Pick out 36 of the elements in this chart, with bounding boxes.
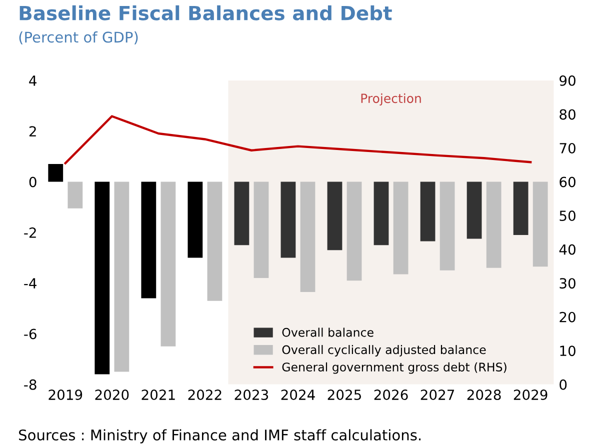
- y2-tick-label: 80: [560, 109, 576, 120]
- y-tick-label: -8: [24, 379, 36, 390]
- y-tick-label: 4: [29, 76, 36, 86]
- x-tick-label: 2028: [467, 390, 501, 400]
- x-tick-label: 2020: [95, 390, 129, 400]
- x-tick-label: 2021: [142, 390, 175, 400]
- x-tick-label: 2025: [328, 390, 361, 400]
- legend-label: Overall balance: [282, 328, 374, 337]
- y2-tick-label: 90: [560, 75, 576, 86]
- y2-tick-label: 30: [560, 278, 576, 289]
- y-tick-label: -4: [24, 278, 36, 288]
- y-tick-label: -2: [24, 227, 36, 238]
- x-tick-label: 2027: [420, 390, 454, 400]
- y2-tick-label: 20: [560, 312, 576, 322]
- chart-subtitle: (Percent of GDP): [19, 31, 138, 44]
- x-tick-label: 2019: [48, 390, 82, 400]
- y2-tick-label: 70: [560, 142, 576, 154]
- line-series: [64, 115, 532, 164]
- y2-tick-label: 40: [559, 244, 576, 255]
- y-tick-label: 2: [29, 126, 36, 136]
- x-tick-label: 2024: [281, 390, 315, 400]
- x-tick-label: 2026: [374, 390, 408, 400]
- y2-tick-label: 0: [560, 379, 567, 390]
- y-tick-label: -6: [24, 328, 36, 340]
- y-tick-label: 0: [29, 176, 36, 188]
- x-tick-label: 2022: [188, 390, 222, 400]
- legend-label: General government gross debt (RHS): [282, 362, 506, 374]
- legend-label: Overall cyclically adjusted balance: [282, 345, 486, 356]
- x-tick-label: 2023: [234, 390, 268, 400]
- y2-tick-label: 10: [560, 346, 576, 356]
- y2-tick-label: 60: [560, 176, 576, 188]
- y2-tick-label: 50: [560, 210, 576, 222]
- band-label: Projection: [361, 93, 421, 106]
- chart-title: Baseline Fiscal Balances and Debt: [20, 5, 392, 20]
- source-note: Sources : Ministry of Finance and IMF staff calculations.: [19, 429, 421, 444]
- x-tick-label: 2029: [514, 390, 548, 400]
